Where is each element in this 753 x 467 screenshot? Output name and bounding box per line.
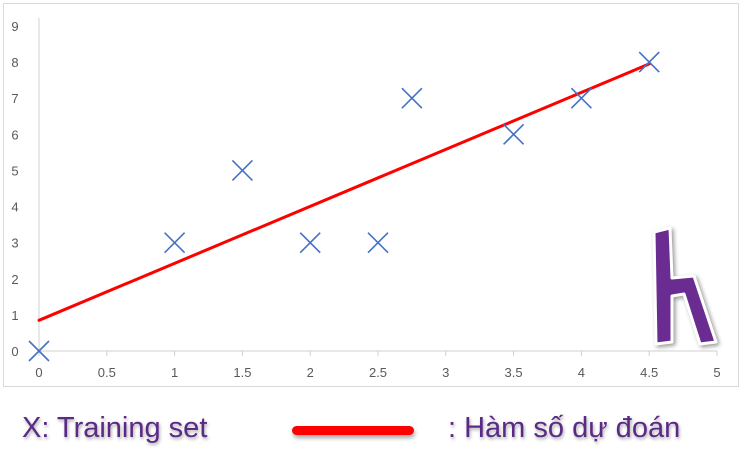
series-layer: [28, 51, 660, 362]
x-tick-label: 3.5: [505, 365, 523, 380]
training-point-marker: [503, 123, 525, 145]
marker-stroke: [164, 232, 186, 254]
x-tick-label: 0.5: [98, 365, 116, 380]
marker-stroke: [231, 159, 253, 182]
marker-stroke: [28, 340, 50, 362]
y-tick-label: 2: [11, 272, 18, 287]
y-tick-label: 9: [11, 19, 18, 34]
marker-stroke: [367, 232, 389, 254]
training-point-marker: [28, 340, 50, 362]
x-tick-label: 2: [307, 365, 314, 380]
training-point-marker: [638, 51, 660, 73]
x-tick-labels: 0 0.5 1 1.5 2 2.5 3 3.5 4 4.5 5: [35, 365, 720, 380]
y-tick-label: 6: [11, 127, 18, 142]
y-tick-label: 1: [11, 308, 18, 323]
legend-prediction-label: : Hàm số dự đoán: [448, 412, 681, 444]
marker-stroke: [638, 51, 660, 73]
legend-line-swatch: [292, 426, 414, 435]
x-tick-label: 1.5: [233, 365, 251, 380]
chart-axes: [38, 18, 718, 356]
legend-training-set-label: X: Training set: [22, 412, 208, 444]
y-tick-label: 4: [11, 200, 18, 215]
training-point-marker: [164, 232, 186, 254]
x-tick-label: 3: [442, 365, 449, 380]
training-point-marker: [570, 87, 592, 109]
training-point-marker: [231, 159, 253, 182]
marker-stroke: [401, 87, 423, 109]
y-tick-label: 7: [11, 91, 18, 106]
y-tick-label: 0: [11, 344, 18, 359]
chart-legend: X: Training set : Hàm số dự đoán: [0, 400, 753, 460]
prediction-line: [37, 62, 651, 322]
scatter-chart: 0 0.5 1 1.5 2 2.5 3 3.5 4 4.5 5 0 1 2 3 4 5 6 7 8 9: [11, 18, 721, 380]
x-tick-label: 0: [35, 365, 42, 380]
h-logo-icon: [652, 226, 718, 346]
training-point-marker: [401, 87, 423, 109]
y-tick-labels: 0 1 2 3 4 5 6 7 8 9: [11, 19, 18, 359]
marker-stroke: [570, 87, 592, 109]
y-tick-label: 8: [11, 55, 18, 70]
training-point-marker: [367, 232, 389, 254]
chart-frame: 0 0.5 1 1.5 2 2.5 3 3.5 4 4.5 5 0 1 2 3 4 5 6 7 8 9: [3, 3, 739, 387]
x-tick-label: 4: [578, 365, 585, 380]
training-point-marker: [299, 232, 321, 254]
y-tick-label: 3: [11, 236, 18, 251]
x-tick-label: 1: [171, 365, 178, 380]
x-tick-label: 5: [713, 365, 720, 380]
marker-stroke: [503, 123, 525, 145]
x-tick-label: 2.5: [369, 365, 387, 380]
marker-stroke: [299, 232, 321, 254]
x-tick-label: 4.5: [640, 365, 658, 380]
y-tick-label: 5: [11, 163, 18, 178]
